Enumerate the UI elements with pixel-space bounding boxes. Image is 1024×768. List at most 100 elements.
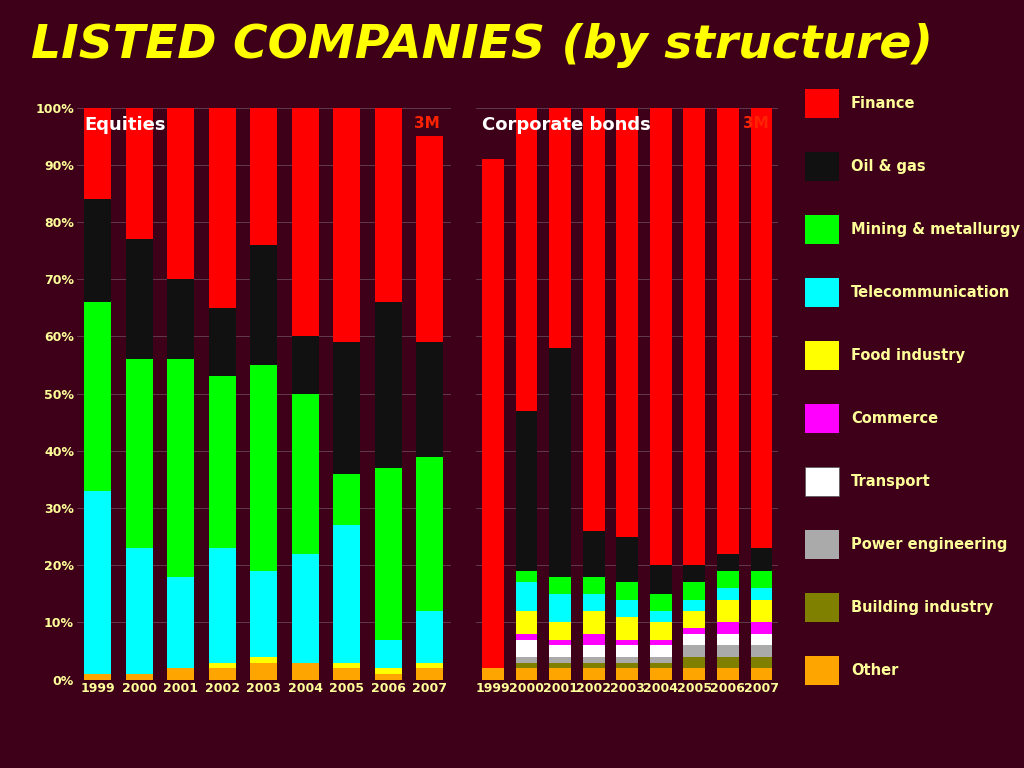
- Bar: [717, 645, 738, 657]
- Text: Corporate bonds: Corporate bonds: [482, 116, 651, 134]
- Bar: [650, 645, 672, 657]
- Bar: [583, 611, 604, 634]
- Bar: [717, 554, 738, 571]
- Bar: [683, 645, 706, 657]
- Bar: [333, 668, 360, 680]
- Bar: [583, 594, 604, 611]
- Bar: [650, 611, 672, 622]
- Text: 3M: 3M: [414, 116, 439, 131]
- Bar: [292, 336, 318, 394]
- Bar: [751, 102, 772, 548]
- Bar: [650, 565, 672, 594]
- Bar: [417, 663, 443, 668]
- Bar: [250, 365, 278, 571]
- Bar: [167, 359, 195, 577]
- Bar: [717, 668, 738, 680]
- Bar: [516, 663, 538, 668]
- Bar: [84, 302, 111, 491]
- Text: Finance: Finance: [851, 96, 915, 111]
- Bar: [417, 342, 443, 456]
- Text: Transport: Transport: [851, 474, 931, 489]
- Bar: [717, 571, 738, 588]
- Bar: [375, 674, 401, 680]
- Text: LISTED COMPANIES (by structure): LISTED COMPANIES (by structure): [31, 23, 933, 68]
- Bar: [292, 91, 318, 336]
- Bar: [650, 108, 672, 565]
- Text: Equities: Equities: [84, 116, 166, 134]
- Bar: [516, 640, 538, 657]
- Bar: [84, 199, 111, 302]
- Bar: [516, 668, 538, 680]
- Text: Oil & gas: Oil & gas: [851, 159, 926, 174]
- Bar: [516, 634, 538, 640]
- Bar: [583, 663, 604, 668]
- Bar: [650, 657, 672, 663]
- Bar: [209, 548, 236, 663]
- Bar: [417, 456, 443, 611]
- Bar: [126, 96, 153, 239]
- Bar: [126, 359, 153, 548]
- Bar: [751, 588, 772, 600]
- Bar: [516, 582, 538, 611]
- Bar: [292, 554, 318, 663]
- Bar: [417, 136, 443, 342]
- Bar: [375, 668, 401, 674]
- Bar: [250, 663, 278, 680]
- Bar: [209, 663, 236, 668]
- Bar: [209, 668, 236, 680]
- Bar: [516, 657, 538, 663]
- Text: Telecommunication: Telecommunication: [851, 285, 1011, 300]
- Bar: [650, 622, 672, 640]
- Bar: [583, 634, 604, 645]
- Bar: [683, 628, 706, 634]
- Text: Commerce: Commerce: [851, 411, 938, 426]
- Bar: [333, 663, 360, 668]
- Bar: [751, 548, 772, 571]
- Bar: [549, 348, 571, 577]
- Bar: [616, 663, 638, 668]
- Bar: [167, 668, 195, 680]
- Bar: [650, 594, 672, 611]
- Bar: [516, 102, 538, 411]
- Bar: [616, 600, 638, 617]
- Bar: [751, 571, 772, 588]
- Bar: [583, 531, 604, 577]
- Bar: [250, 657, 278, 663]
- Bar: [616, 645, 638, 657]
- Bar: [333, 102, 360, 342]
- Bar: [417, 611, 443, 663]
- Bar: [616, 657, 638, 663]
- Bar: [751, 600, 772, 622]
- Bar: [482, 668, 504, 680]
- Bar: [482, 159, 504, 668]
- Bar: [126, 674, 153, 680]
- Bar: [375, 302, 401, 468]
- Bar: [375, 96, 401, 302]
- Bar: [616, 582, 638, 600]
- Bar: [549, 622, 571, 640]
- Bar: [650, 640, 672, 645]
- Bar: [717, 600, 738, 622]
- Bar: [209, 376, 236, 548]
- Bar: [683, 582, 706, 600]
- Bar: [683, 565, 706, 582]
- Bar: [209, 108, 236, 308]
- Bar: [516, 571, 538, 582]
- Bar: [126, 548, 153, 674]
- Bar: [167, 96, 195, 280]
- Bar: [250, 571, 278, 657]
- Bar: [616, 668, 638, 680]
- Bar: [616, 537, 638, 582]
- Bar: [683, 668, 706, 680]
- Bar: [250, 91, 278, 245]
- Bar: [417, 668, 443, 680]
- Bar: [250, 245, 278, 365]
- Bar: [292, 663, 318, 680]
- Bar: [333, 525, 360, 663]
- Bar: [751, 634, 772, 645]
- Bar: [549, 577, 571, 594]
- Bar: [84, 491, 111, 674]
- Bar: [650, 663, 672, 668]
- Bar: [333, 474, 360, 525]
- Bar: [549, 108, 571, 348]
